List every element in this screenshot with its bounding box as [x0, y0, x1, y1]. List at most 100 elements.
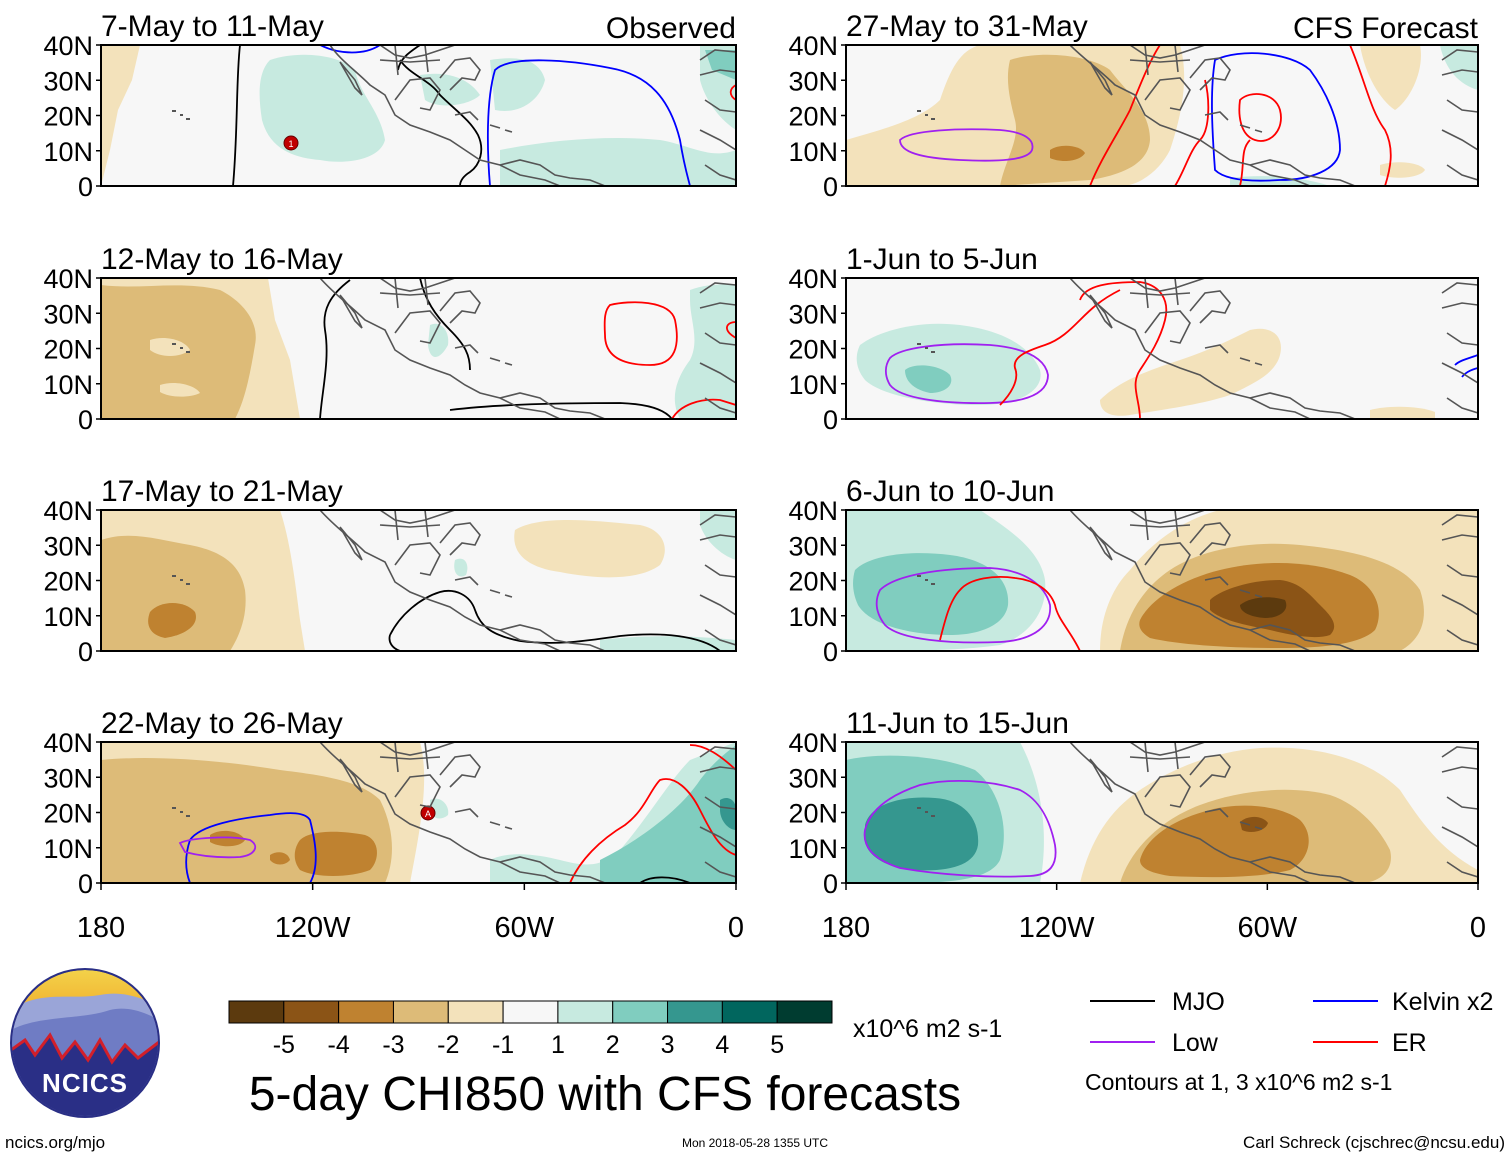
footer-url: ncics.org/mjo — [5, 1133, 105, 1152]
lat-tick-label: 10N — [43, 834, 93, 864]
lat-tick-label: 10N — [43, 602, 93, 632]
lat-tick-label: 30N — [43, 763, 93, 793]
lon-tick-label: 120W — [275, 912, 351, 944]
lon-tick-label: 120W — [1019, 912, 1095, 944]
map-panel-p2 — [100, 277, 737, 420]
column-header-forecast: CFS Forecast — [1293, 12, 1479, 45]
map-panel-p6 — [845, 277, 1479, 420]
map-panel-p5 — [845, 44, 1479, 187]
column-header-observed: Observed — [606, 12, 736, 45]
lat-tick-label: 40N — [788, 728, 838, 758]
lat-tick-label: 20N — [788, 799, 838, 829]
colorbar-tick-label: 4 — [715, 1031, 729, 1059]
lat-tick-label: 40N — [43, 496, 93, 526]
colorbar-swatch — [338, 1000, 394, 1024]
legend-label-kelvin: Kelvin x2 — [1392, 988, 1493, 1016]
lat-tick-label: 20N — [43, 567, 93, 597]
colorbar-tick-label: -1 — [492, 1031, 514, 1059]
colorbar-tick-label: -4 — [328, 1031, 350, 1059]
lat-tick-label: 10N — [788, 834, 838, 864]
panel-title-p4: 22-May to 26-May — [101, 707, 343, 740]
lat-tick-label: 30N — [788, 299, 838, 329]
lat-tick-label: 20N — [788, 335, 838, 365]
lat-tick-label: 20N — [43, 102, 93, 132]
lon-tick-label: 0 — [728, 912, 744, 944]
footer-timestamp: Mon 2018-05-28 1355 UTC — [682, 1136, 828, 1150]
lat-tick-label: 10N — [788, 602, 838, 632]
svg-text:A: A — [425, 809, 431, 819]
colorbar-tick-label: 1 — [551, 1031, 565, 1059]
lat-tick-label: 0 — [78, 405, 93, 435]
lat-tick-label: 40N — [788, 31, 838, 61]
lat-tick-label: 20N — [43, 799, 93, 829]
legend-label-mjo: MJO — [1172, 988, 1225, 1016]
map-panel-p8 — [845, 741, 1479, 884]
colorbar-tick-label: -2 — [437, 1031, 459, 1059]
lat-tick-label: 20N — [43, 335, 93, 365]
lat-tick-label: 20N — [788, 102, 838, 132]
colorbar-swatch — [228, 1000, 285, 1024]
lat-tick-label: 0 — [78, 869, 93, 899]
panel-title-p5: 27-May to 31-May — [846, 10, 1088, 43]
panel-title-p2: 12-May to 16-May — [101, 243, 343, 276]
lat-tick-label: 40N — [788, 264, 838, 294]
lat-tick-label: 30N — [43, 299, 93, 329]
lat-tick-label: 0 — [78, 637, 93, 667]
colorbar-swatch — [283, 1000, 340, 1024]
map-panel-p7 — [845, 509, 1479, 652]
panel-title-p7: 6-Jun to 10-Jun — [846, 475, 1054, 508]
panel-title-p1: 7-May to 11-May — [101, 10, 324, 43]
lat-tick-label: 0 — [823, 637, 838, 667]
map-panel-p1: 1 — [100, 44, 737, 187]
map-panel-p3 — [100, 509, 737, 652]
panel-title-p6: 1-Jun to 5-Jun — [846, 243, 1038, 276]
lat-tick-label: 0 — [823, 869, 838, 899]
legend-contour-note: Contours at 1, 3 x10^6 m2 s-1 — [1085, 1069, 1392, 1095]
lat-tick-label: 0 — [823, 172, 838, 202]
footer-credit: Carl Schreck (cjschrec@ncsu.edu) — [1243, 1133, 1505, 1152]
lat-tick-label: 30N — [43, 66, 93, 96]
legend-label-er: ER — [1392, 1029, 1427, 1057]
lat-tick-label: 10N — [43, 370, 93, 400]
lat-tick-label: 40N — [43, 728, 93, 758]
panel-title-p8: 11-Jun to 15-Jun — [846, 707, 1069, 740]
tropical-cyclone-icon: A — [420, 805, 436, 821]
colorbar-swatch — [447, 1000, 504, 1024]
colorbar-tick-label: -5 — [273, 1031, 295, 1059]
ncics-logo: NCICS — [10, 968, 160, 1118]
logo-text: NCICS — [42, 1068, 128, 1098]
colorbar-swatch — [776, 1000, 833, 1024]
lon-tick-label: 60W — [1238, 912, 1298, 944]
svg-text:1: 1 — [288, 139, 293, 149]
colorbar-swatch — [612, 1000, 669, 1024]
line-legend: MJO Kelvin x2 Low ER Contours at 1, 3 x1… — [1085, 988, 1493, 1095]
colorbar-tick-label: -3 — [382, 1031, 404, 1059]
colorbar-swatch — [557, 1000, 614, 1024]
lat-tick-label: 0 — [78, 172, 93, 202]
lon-tick-label: 60W — [495, 912, 555, 944]
lat-tick-label: 40N — [43, 264, 93, 294]
colorbar-swatch — [502, 1000, 559, 1024]
lat-tick-label: 10N — [43, 137, 93, 167]
colorbar-swatch — [392, 1000, 449, 1024]
lon-tick-label: 0 — [1470, 912, 1486, 944]
colorbar-unit: x10^6 m2 s-1 — [853, 1015, 1002, 1043]
lat-tick-label: 30N — [43, 531, 93, 561]
lat-tick-label: 10N — [788, 137, 838, 167]
tropical-cyclone-icon: 1 — [283, 135, 299, 151]
lon-tick-label: 180 — [822, 912, 870, 944]
lat-tick-label: 30N — [788, 66, 838, 96]
panel-title-p3: 17-May to 21-May — [101, 475, 343, 508]
lat-tick-label: 40N — [788, 496, 838, 526]
lat-tick-label: 10N — [788, 370, 838, 400]
map-panel-p4: A — [100, 741, 737, 884]
colorbar-swatch — [667, 1000, 723, 1024]
colorbar-tick-label: 5 — [770, 1031, 784, 1059]
figure-title: 5-day CHI850 with CFS forecasts — [249, 1068, 961, 1121]
lat-tick-label: 40N — [43, 31, 93, 61]
lat-tick-label: 30N — [788, 531, 838, 561]
lat-tick-label: 20N — [788, 567, 838, 597]
legend-label-low: Low — [1172, 1029, 1219, 1057]
lat-tick-label: 30N — [788, 763, 838, 793]
